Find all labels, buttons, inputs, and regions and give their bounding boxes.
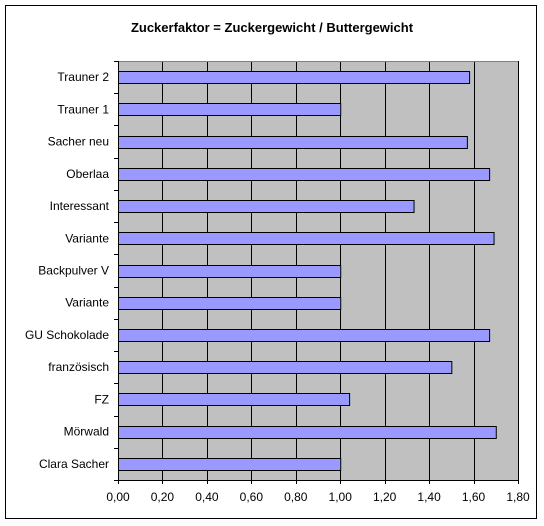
- category-label: Interessant: [50, 199, 110, 213]
- bar: [118, 329, 491, 342]
- x-tick-label: 0,00: [106, 490, 130, 504]
- category-label: Variante: [65, 296, 109, 310]
- x-tick-label: 1,60: [462, 490, 486, 504]
- bar: [118, 265, 342, 278]
- bar: [118, 71, 471, 84]
- bar: [118, 361, 453, 374]
- axes: [114, 61, 519, 484]
- category-label: FZ: [94, 392, 109, 406]
- chart-title: Zuckerfaktor = Zuckergewicht / Buttergew…: [131, 20, 414, 35]
- category-label: Trauner 1: [57, 102, 109, 116]
- x-tick-label: 1,00: [329, 490, 353, 504]
- bar: [118, 200, 415, 213]
- labels: Trauner 2 Trauner 1 Sacher neu Oberlaa Inter…: [25, 70, 530, 504]
- x-tick-label: 0,40: [195, 490, 219, 504]
- x-tick-label: 1,20: [373, 490, 397, 504]
- bar: [118, 232, 495, 245]
- bar: [118, 103, 342, 116]
- bar: [118, 458, 342, 471]
- x-tick-label: 1,40: [417, 490, 441, 504]
- category-label: Clara Sacher: [39, 457, 109, 471]
- category-label: Sacher neu: [48, 135, 109, 149]
- bar: [118, 168, 491, 181]
- category-label: Backpulver V: [38, 264, 109, 278]
- category-label: Oberlaa: [66, 167, 109, 181]
- x-tick-label: 0,20: [151, 490, 175, 504]
- bar: [118, 426, 497, 439]
- category-label: französisch: [48, 360, 109, 374]
- bar: [118, 136, 468, 149]
- bars: [118, 71, 497, 471]
- x-tick-label: 0,60: [240, 490, 264, 504]
- x-tick-label: 1,80: [506, 490, 530, 504]
- category-label: GU Schokolade: [25, 328, 109, 342]
- x-tick-label: 0,80: [284, 490, 308, 504]
- category-label: Mörwald: [64, 425, 109, 439]
- category-label: Variante: [65, 231, 109, 245]
- bar: [118, 393, 351, 406]
- bar: [118, 297, 342, 310]
- category-label: Trauner 2: [57, 70, 109, 84]
